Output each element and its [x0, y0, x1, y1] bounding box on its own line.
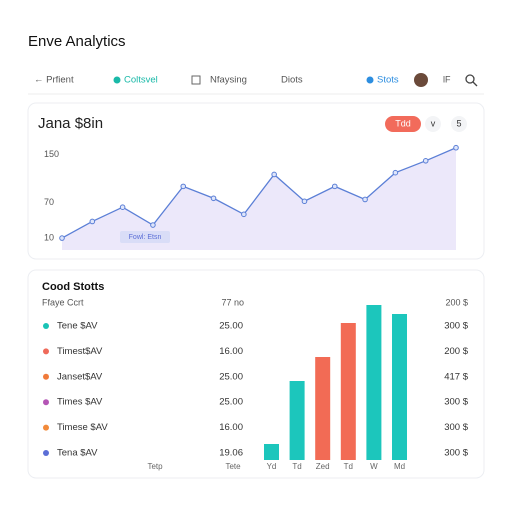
point — [241, 211, 247, 218]
bar-label: Zed — [316, 462, 330, 471]
bar — [289, 381, 305, 460]
row-name: Times $AV — [57, 397, 103, 408]
row-amount: 200 $ — [444, 346, 468, 357]
point — [362, 196, 368, 203]
point — [301, 198, 308, 205]
avatar[interactable] — [414, 73, 428, 87]
row-amount: 300 $ — [444, 422, 468, 433]
area — [62, 147, 456, 250]
bar — [315, 357, 331, 460]
button[interactable] — [385, 116, 421, 132]
point — [210, 195, 217, 202]
row-name: Tene $AV — [57, 321, 98, 332]
row-dot — [43, 348, 49, 355]
nav-item[interactable]: Coltsvel — [124, 75, 158, 86]
point — [150, 222, 156, 228]
row-value: 19.06 — [219, 448, 243, 459]
nav-item[interactable]: Stots — [377, 75, 399, 86]
footer-label: Tetp — [147, 462, 163, 471]
button[interactable] — [451, 116, 467, 132]
bar-label: Md — [394, 462, 405, 471]
button[interactable] — [425, 116, 441, 132]
bar-label: Td — [292, 462, 301, 471]
card-title: Jana $8in — [38, 115, 103, 132]
y-tick-label: 10 — [44, 232, 54, 242]
line — [61, 147, 457, 239]
row-value: 16.00 — [219, 422, 243, 433]
nav-item[interactable]: Nfaysing — [210, 75, 247, 86]
row-dot — [43, 373, 49, 380]
row-amount: 300 $ — [444, 321, 468, 332]
point — [119, 204, 126, 210]
point — [331, 183, 338, 190]
point — [180, 183, 187, 190]
nav-icon — [366, 76, 374, 84]
nav-icon-label[interactable]: lF — [443, 74, 451, 84]
tooltip-label: Fowl: Etsn — [129, 234, 162, 241]
footer-label: Tete — [225, 462, 241, 471]
row-dot — [43, 399, 49, 406]
column-header: 200 $ — [445, 297, 468, 307]
row-name: Timest$AV — [57, 346, 103, 357]
button-label[interactable]: Tdd — [395, 118, 411, 128]
row-value: 25.00 — [219, 371, 243, 382]
nav-icon — [113, 76, 121, 84]
column-header: Ffaye Ccrt — [42, 297, 84, 307]
y-tick-label: 70 — [44, 197, 54, 207]
y-tick-label: 150 — [44, 149, 59, 159]
row-name: Timese $AV — [57, 422, 108, 433]
bar — [366, 305, 382, 460]
nav-item[interactable]: Diots — [281, 75, 303, 86]
button-label[interactable]: v — [431, 118, 436, 128]
button-label[interactable]: 5 — [456, 118, 461, 128]
row-amount: 300 $ — [444, 397, 468, 408]
nav-item[interactable]: ← Prfient — [34, 75, 74, 86]
bar — [264, 444, 279, 460]
point — [453, 144, 459, 151]
row-name: Tena $AV — [57, 448, 98, 459]
tooltip — [120, 231, 170, 243]
row-dot — [43, 323, 49, 329]
row-value: 25.00 — [219, 321, 243, 332]
row-amount: 417 $ — [444, 371, 468, 382]
column-header: 77 no — [221, 297, 244, 307]
bar-label: Yd — [267, 462, 277, 471]
point — [392, 169, 399, 176]
row-value: 25.00 — [219, 397, 243, 408]
point — [59, 235, 65, 241]
bar-label: W — [370, 462, 378, 471]
bar — [392, 314, 407, 460]
bar — [340, 323, 356, 460]
row-amount: 300 $ — [444, 448, 468, 459]
search-icon — [472, 81, 478, 87]
search-icon[interactable] — [465, 74, 475, 84]
point — [422, 158, 429, 164]
app-title: Enve Analytics — [28, 33, 126, 50]
row-value: 16.00 — [219, 346, 243, 357]
card-title: Cood Stotts — [42, 281, 104, 293]
row-name: Janset$AV — [57, 371, 103, 382]
point — [271, 171, 277, 178]
point — [89, 218, 96, 225]
nav-icon — [191, 75, 201, 85]
bar-label: Td — [344, 462, 353, 471]
row-dot — [43, 424, 49, 431]
row-dot — [43, 450, 49, 456]
